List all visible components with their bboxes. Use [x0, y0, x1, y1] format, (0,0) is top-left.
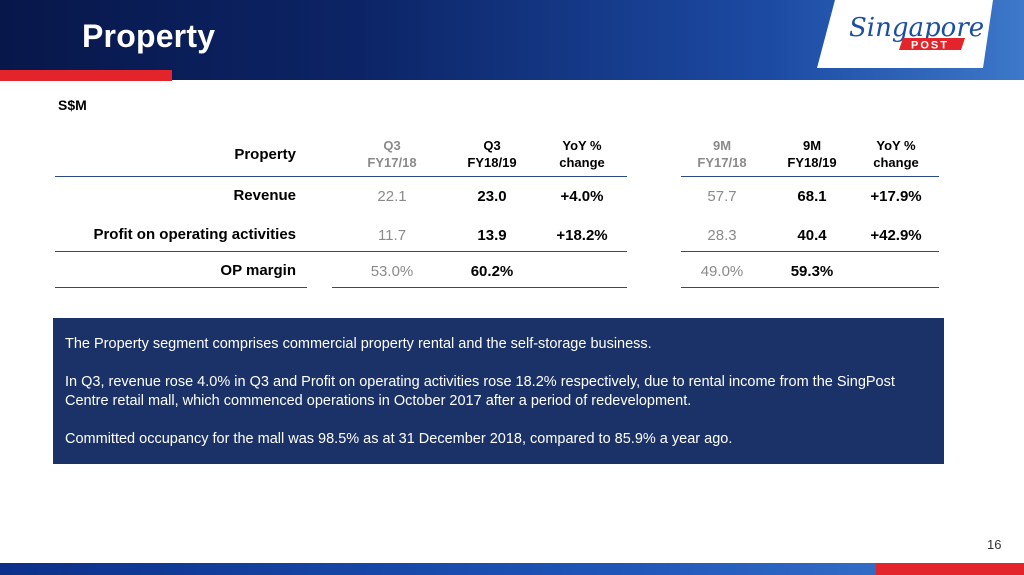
commentary-paragraph-1: The Property segment comprises commercia…	[65, 336, 652, 352]
op-margin-q3-prev: 53.0%	[370, 263, 414, 280]
property-table: Property Q3 FY17/18 Q3 FY18/19 YoY % change…	[55, 138, 939, 288]
unit-label: S$M	[58, 97, 87, 113]
commentary-paragraph-3: Committed occupancy for the mall was 98.…	[65, 431, 733, 447]
header-rule-left	[55, 176, 627, 177]
profit-q3-curr: 13.9	[477, 227, 507, 244]
revenue-q3-curr: 23.0	[477, 188, 507, 205]
op-margin-q3-curr: 60.2%	[470, 263, 514, 280]
revenue-q3-prev: 22.1	[377, 188, 407, 205]
footer-bar	[0, 563, 1024, 575]
profit-9m-curr: 40.4	[797, 227, 827, 244]
row-label-op-margin: OP margin	[220, 262, 296, 279]
footer-red-accent	[876, 563, 1024, 575]
revenue-9m-curr: 68.1	[797, 188, 827, 205]
profit-q3-yoy: +18.2%	[556, 227, 608, 244]
header-rule-right	[681, 176, 939, 177]
row-label-profit: Profit on operating activities	[93, 226, 296, 243]
commentary-paragraph-2: In Q3, revenue rose 4.0% in Q3 and Profi…	[65, 374, 895, 409]
singpost-logo: Singapore POST	[817, 0, 993, 68]
page-number: 16	[987, 537, 1002, 552]
revenue-q3-yoy: +4.0%	[560, 188, 604, 205]
row2-rule-left	[55, 251, 627, 252]
row-label-revenue: Revenue	[233, 187, 296, 204]
header-red-accent	[0, 70, 172, 81]
col-q3-curr-header: Q3 FY18/19	[467, 138, 517, 170]
col-q3-yoy-header: YoY % change	[559, 138, 605, 170]
col-9m-prev-header: 9M FY17/18	[697, 138, 747, 170]
revenue-9m-yoy: +17.9%	[870, 188, 922, 205]
table-bottom-rule-right	[681, 287, 939, 288]
op-margin-9m-prev: 49.0%	[700, 263, 744, 280]
op-margin-9m-curr: 59.3%	[790, 263, 834, 280]
commentary-box: The Property segment comprises commercia…	[53, 318, 944, 464]
table-bottom-rule-left	[55, 287, 307, 288]
profit-9m-prev: 28.3	[707, 227, 737, 244]
table-bottom-rule-mid	[332, 287, 627, 288]
col-q3-prev-header: Q3 FY17/18	[367, 138, 417, 170]
revenue-9m-prev: 57.7	[707, 188, 737, 205]
table-row-header: Property	[234, 146, 296, 163]
profit-q3-prev: 11.7	[377, 227, 407, 244]
col-9m-yoy-header: YoY % change	[873, 138, 919, 170]
page-title: Property	[82, 18, 216, 54]
row2-rule-right	[681, 251, 939, 252]
logo-badge-text: POST	[911, 40, 949, 52]
profit-9m-yoy: +42.9%	[870, 227, 922, 244]
col-9m-curr-header: 9M FY18/19	[787, 138, 837, 170]
